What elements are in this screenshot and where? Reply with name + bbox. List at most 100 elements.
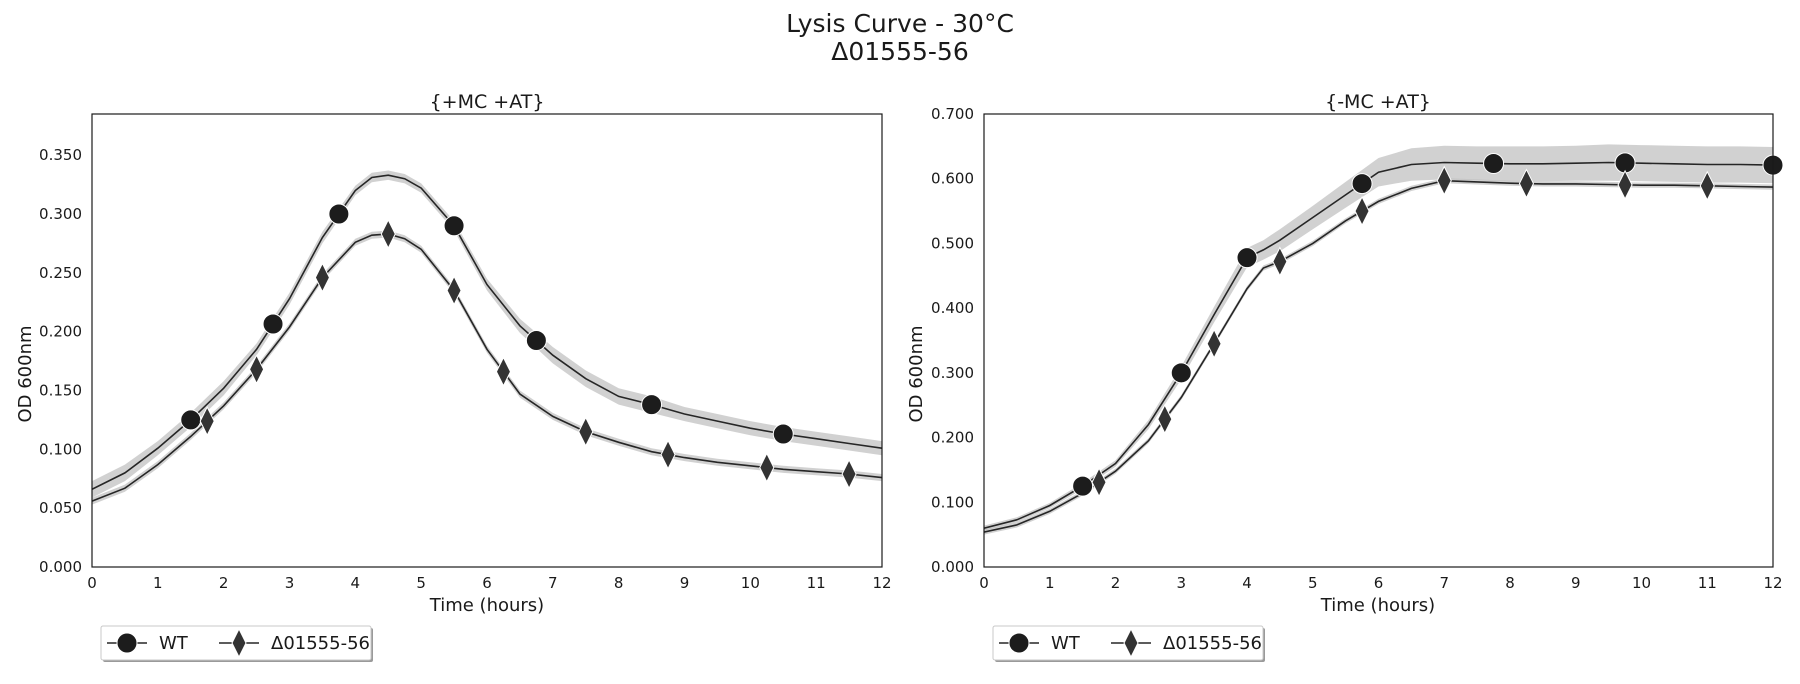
left-series-mutant-marker: [446, 275, 462, 306]
left-x-tick-label: 12: [872, 574, 891, 592]
right-x-tick-label: 7: [1439, 574, 1449, 592]
right-series-wt-marker: [1351, 173, 1373, 195]
left-y-tick-label: 0.000: [39, 558, 82, 576]
right-series-mutant-marker: [1354, 195, 1370, 227]
figure-title-line2: Δ01555-56: [831, 37, 968, 66]
right-x-tick-label: 6: [1374, 574, 1384, 592]
left-y-tick-label: 0.050: [39, 499, 82, 517]
left-y-tick-label: 0.200: [39, 323, 82, 341]
left-x-tick-label: 3: [285, 574, 295, 592]
right-series-mutant-marker: [1518, 168, 1534, 199]
right-x-axis-label: Time (hours): [1320, 595, 1435, 616]
right-y-tick-label: 0.600: [931, 170, 974, 188]
left-axes-frame: [91, 113, 883, 568]
left-series-mutant-marker: [380, 218, 396, 250]
right-legend: WT Δ01555-56: [992, 625, 1265, 662]
right-series-mutant-marker: [1091, 467, 1107, 498]
left-x-tick-label: 11: [807, 574, 826, 592]
right-series-mutant-marker: [1272, 246, 1288, 277]
figure-title-line1: Lysis Curve - 30°C: [786, 9, 1014, 38]
right-y-tick-label: 0.000: [931, 558, 974, 576]
left-series-wt-marker: [328, 203, 350, 225]
left-y-tick-label: 0.300: [39, 205, 82, 223]
right-x-tick-label: 4: [1242, 574, 1252, 592]
left-y-tick-label: 0.350: [39, 146, 82, 164]
right-legend-wt-marker: [1008, 632, 1030, 654]
right-y-tick-label: 0.100: [931, 493, 974, 511]
left-y-tick-label: 0.250: [39, 264, 82, 282]
right-series-wt-marker: [1483, 153, 1505, 175]
left-x-tick-label: 5: [416, 574, 426, 592]
left-x-tick-label: 1: [153, 574, 163, 592]
left-series-mutant-marker: [660, 439, 676, 470]
right-legend-mutant-marker: [1123, 627, 1139, 659]
left-legend-mutant-marker: [231, 627, 247, 659]
right-series-wt-marker: [1236, 247, 1258, 269]
right-series-mutant-marker: [1436, 165, 1452, 196]
right-series-mutant-marker: [1157, 404, 1173, 435]
left-x-axis-label: Time (hours): [429, 595, 544, 616]
left-x-tick-label: 9: [680, 574, 690, 592]
left-y-tick-label: 0.150: [39, 382, 82, 400]
right-series-mutant-marker: [1617, 169, 1633, 200]
right-y-axis-label: OD 600nm: [906, 325, 927, 422]
left-legend-wt-label: WT: [159, 633, 189, 654]
right-x-tick-label: 2: [1111, 574, 1121, 592]
left-x-tick-label: 2: [219, 574, 229, 592]
left-series-wt-marker: [180, 409, 202, 431]
right-legend-wt-label: WT: [1051, 633, 1081, 654]
left-series-mutant-marker: [314, 262, 330, 293]
left-y-axis-label: OD 600nm: [15, 325, 36, 422]
right-y-tick-label: 0.500: [931, 234, 974, 252]
right-x-tick-label: 0: [979, 574, 989, 592]
right-series-mutant-marker: [1206, 328, 1222, 359]
left-x-tick-label: 10: [741, 574, 760, 592]
right-x-tick-label: 11: [1698, 574, 1717, 592]
left-x-tick-label: 7: [548, 574, 558, 592]
right-x-tick-label: 9: [1571, 574, 1581, 592]
left-series-wt-marker: [641, 394, 663, 416]
left-series-wt-marker: [262, 313, 284, 335]
left-series-wt-marker: [443, 215, 465, 237]
left-plot-area: [92, 170, 882, 505]
right-y-tick-label: 0.700: [931, 105, 974, 123]
left-markers: [180, 203, 857, 490]
left-legend: WT Δ01555-56: [100, 625, 373, 662]
right-markers: [1072, 152, 1784, 498]
left-x-tick-label: 8: [614, 574, 624, 592]
left-series-mutant-marker: [578, 416, 594, 447]
right-series-wt-marker: [1072, 475, 1094, 497]
right-x-tick-label: 10: [1632, 574, 1651, 592]
left-series-wt-marker: [525, 330, 547, 351]
left-series-mutant-marker: [199, 405, 215, 437]
left-x-tick-label: 6: [482, 574, 492, 592]
right-legend-mutant-label: Δ01555-56: [1163, 633, 1262, 654]
right-chart-title: {-MC +AT}: [1325, 91, 1431, 113]
left-x-tick-label: 0: [87, 574, 97, 592]
right-series-mutant-marker: [1699, 170, 1715, 201]
left-legend-mutant-label: Δ01555-56: [271, 633, 370, 654]
right-x-tick-label: 8: [1505, 574, 1515, 592]
left-series-wt-confidence-band: [92, 170, 882, 498]
right-x-tick-label: 5: [1308, 574, 1318, 592]
left-x-tick-label: 4: [351, 574, 361, 592]
left-series-mutant-marker: [759, 452, 775, 483]
left-series-mutant-marker: [841, 458, 857, 490]
left-series-mutant-marker: [249, 354, 265, 385]
left-series-mutant-marker: [495, 356, 512, 387]
right-x-tick-label: 3: [1176, 574, 1186, 592]
left-y-tick-label: 0.100: [39, 440, 82, 458]
left-chart-title: {+MC +AT}: [430, 91, 545, 113]
right-series-wt-line: [984, 161, 1773, 529]
left-series-wt-marker: [772, 423, 794, 445]
right-axes-frame: [983, 113, 1774, 568]
left-series-wt-line: [92, 174, 882, 491]
right-y-tick-label: 0.200: [931, 429, 974, 447]
right-chart-panel: {-MC +AT} Time (hours) OD 600nm 0 1 2 3 4 5 6 7…: [906, 91, 1784, 662]
right-x-tick-label: 1: [1045, 574, 1055, 592]
right-series-wt-marker: [1170, 362, 1192, 384]
right-y-tick-label: 0.400: [931, 299, 974, 317]
right-y-tick-label: 0.300: [931, 364, 974, 382]
